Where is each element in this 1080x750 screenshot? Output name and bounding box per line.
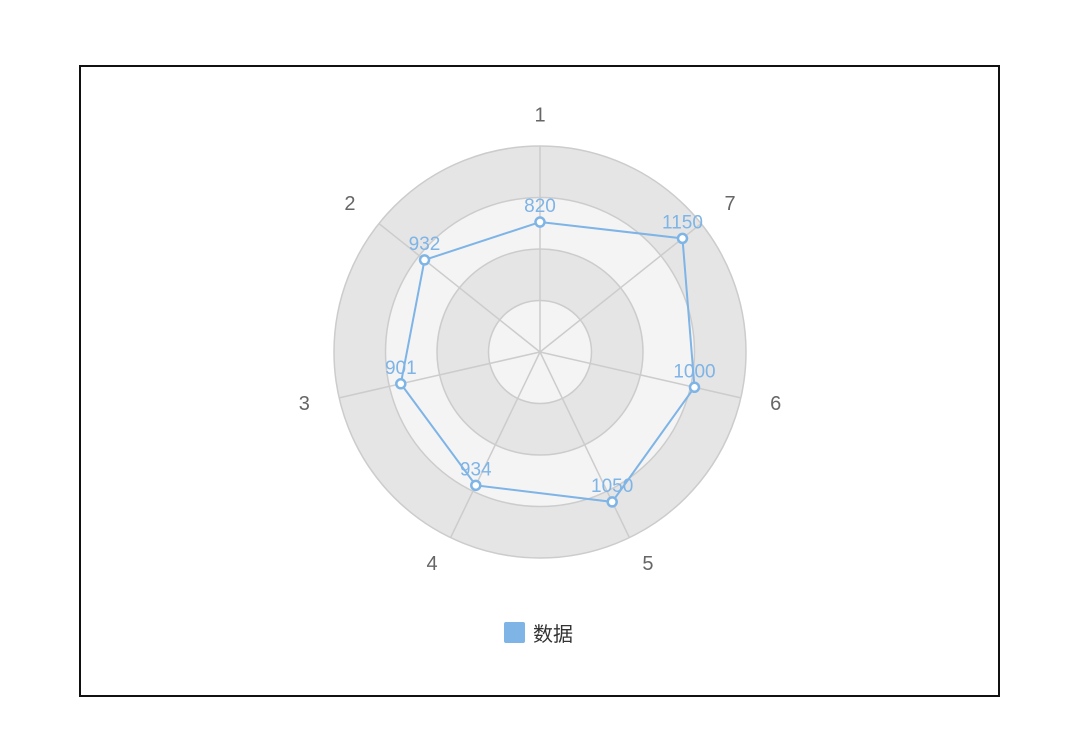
radar-spoke-3 — [338, 351, 541, 399]
axis-label-3: 3 — [299, 393, 310, 415]
data-label-5: 1050 — [591, 476, 633, 497]
data-point-7 — [676, 232, 689, 245]
axis-label-6: 6 — [770, 393, 781, 415]
data-label-6: 1000 — [673, 361, 715, 382]
axis-label-2: 2 — [344, 193, 355, 215]
radar-spoke-6 — [539, 351, 742, 399]
radar-spoke-2 — [378, 222, 541, 353]
radar-spoke-4 — [449, 351, 541, 538]
legend[interactable]: 数据 — [504, 620, 573, 646]
series-line — [399, 221, 696, 503]
legend-label: 数据 — [533, 621, 573, 646]
data-label-3: 901 — [385, 358, 417, 379]
data-label-4: 934 — [460, 459, 492, 480]
data-point-5 — [606, 496, 618, 508]
axis-label-7: 7 — [725, 193, 736, 215]
axis-label-4: 4 — [426, 553, 437, 575]
radar-spoke-7 — [539, 222, 702, 353]
data-label-7: 1150 — [662, 212, 703, 233]
data-point-4 — [470, 479, 482, 492]
data-point-3 — [395, 378, 407, 390]
axis-label-1: 1 — [534, 104, 545, 126]
data-label-1: 820 — [524, 196, 556, 217]
axis-label-5: 5 — [642, 553, 653, 575]
data-point-2 — [418, 254, 431, 266]
legend-swatch — [504, 621, 525, 643]
data-point-1 — [534, 216, 546, 228]
data-point-6 — [688, 381, 701, 394]
data-label-2: 932 — [409, 234, 441, 255]
